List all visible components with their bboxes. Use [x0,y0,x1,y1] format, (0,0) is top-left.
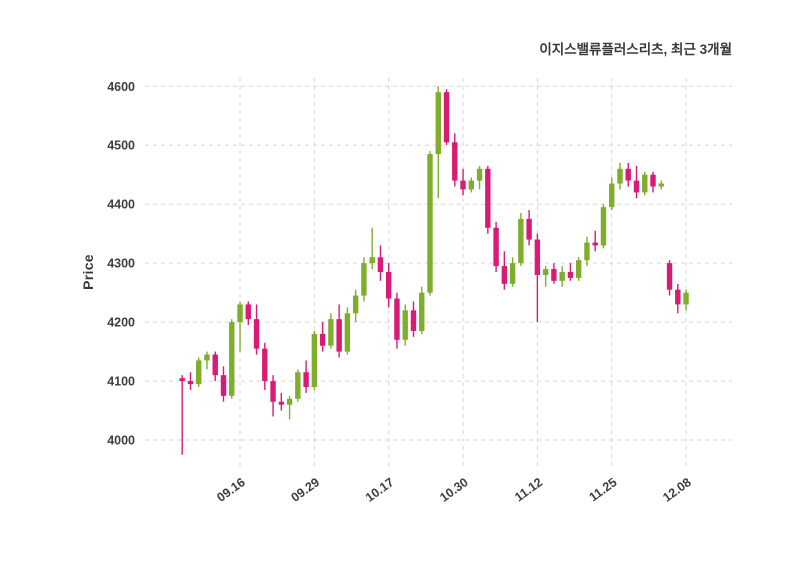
y-tick-label: 4300 [107,257,135,271]
candle-up [575,260,582,278]
candle-up [311,333,318,387]
candle-down [666,263,673,290]
candle-down [650,174,656,187]
candle-down [394,298,400,340]
candle-up [427,154,433,293]
candle-down [534,239,541,275]
candle-up [237,304,243,323]
candle-up [196,360,202,385]
candle-up [344,313,351,352]
x-tick-label: 11.25 [587,475,620,504]
candle-up [518,218,524,264]
candle-down [179,378,185,382]
candle-up [468,180,474,190]
candle-down [278,401,285,405]
candle-down [187,381,194,385]
candle-up [204,354,210,361]
y-tick-label: 4500 [107,139,135,153]
x-tick-label: 12.08 [660,475,694,505]
candle-down [303,372,309,387]
candle-down [485,168,491,228]
candle-up [361,263,367,296]
candle-down [319,333,326,346]
x-tick-label: 10.30 [437,475,471,505]
candle-down [625,168,631,181]
candle-up [509,263,516,284]
candle-down [262,348,268,382]
candle-up [658,183,664,187]
candle-up [286,398,293,405]
candle-up [617,168,623,184]
candle-down [551,269,557,281]
candle-up [419,292,425,331]
candle-up [435,92,441,155]
candle-up [295,372,301,399]
y-tick-label: 4200 [107,316,135,330]
candle-down [245,304,251,320]
candle-up [402,310,408,340]
y-tick-label: 4000 [107,434,135,448]
y-tick-label: 4100 [107,375,135,389]
candle-up [369,257,375,264]
candle-up [600,207,607,246]
chart-title: 이지스밸류플러스리츠, 최근 3개월 [539,42,732,57]
candle-up [542,269,549,275]
x-tick-label: 09.29 [289,475,323,505]
candle-down [220,375,227,396]
candle-down [253,319,260,349]
candle-down [386,272,392,299]
candle-down [501,266,508,284]
y-tick-label: 4400 [107,198,135,212]
candle-up [584,242,590,261]
candle-down [567,272,574,278]
x-tick-label: 10.17 [363,475,397,505]
candle-up [683,292,689,305]
y-tick-label: 4600 [107,80,135,94]
candle-down [443,92,450,143]
candle-up [229,322,235,396]
candle-down [460,180,466,190]
candle-down [526,218,532,240]
candle-down [377,257,384,272]
candle-down [212,354,218,376]
candle-down [336,319,342,352]
candle-down [452,142,458,181]
candle-up [352,295,359,314]
candle-down [410,310,417,331]
x-tick-label: 09.16 [214,475,248,505]
x-tick-label: 11.12 [512,475,545,504]
candle-down [675,289,681,305]
candle-up [328,319,334,346]
candle-up [559,272,565,281]
candle-down [270,381,276,402]
candle-up [642,174,648,193]
candle-down [493,227,499,267]
candle-up [476,168,483,181]
candle-down [592,242,598,246]
candle-down [633,180,640,193]
candle-up [609,183,615,208]
